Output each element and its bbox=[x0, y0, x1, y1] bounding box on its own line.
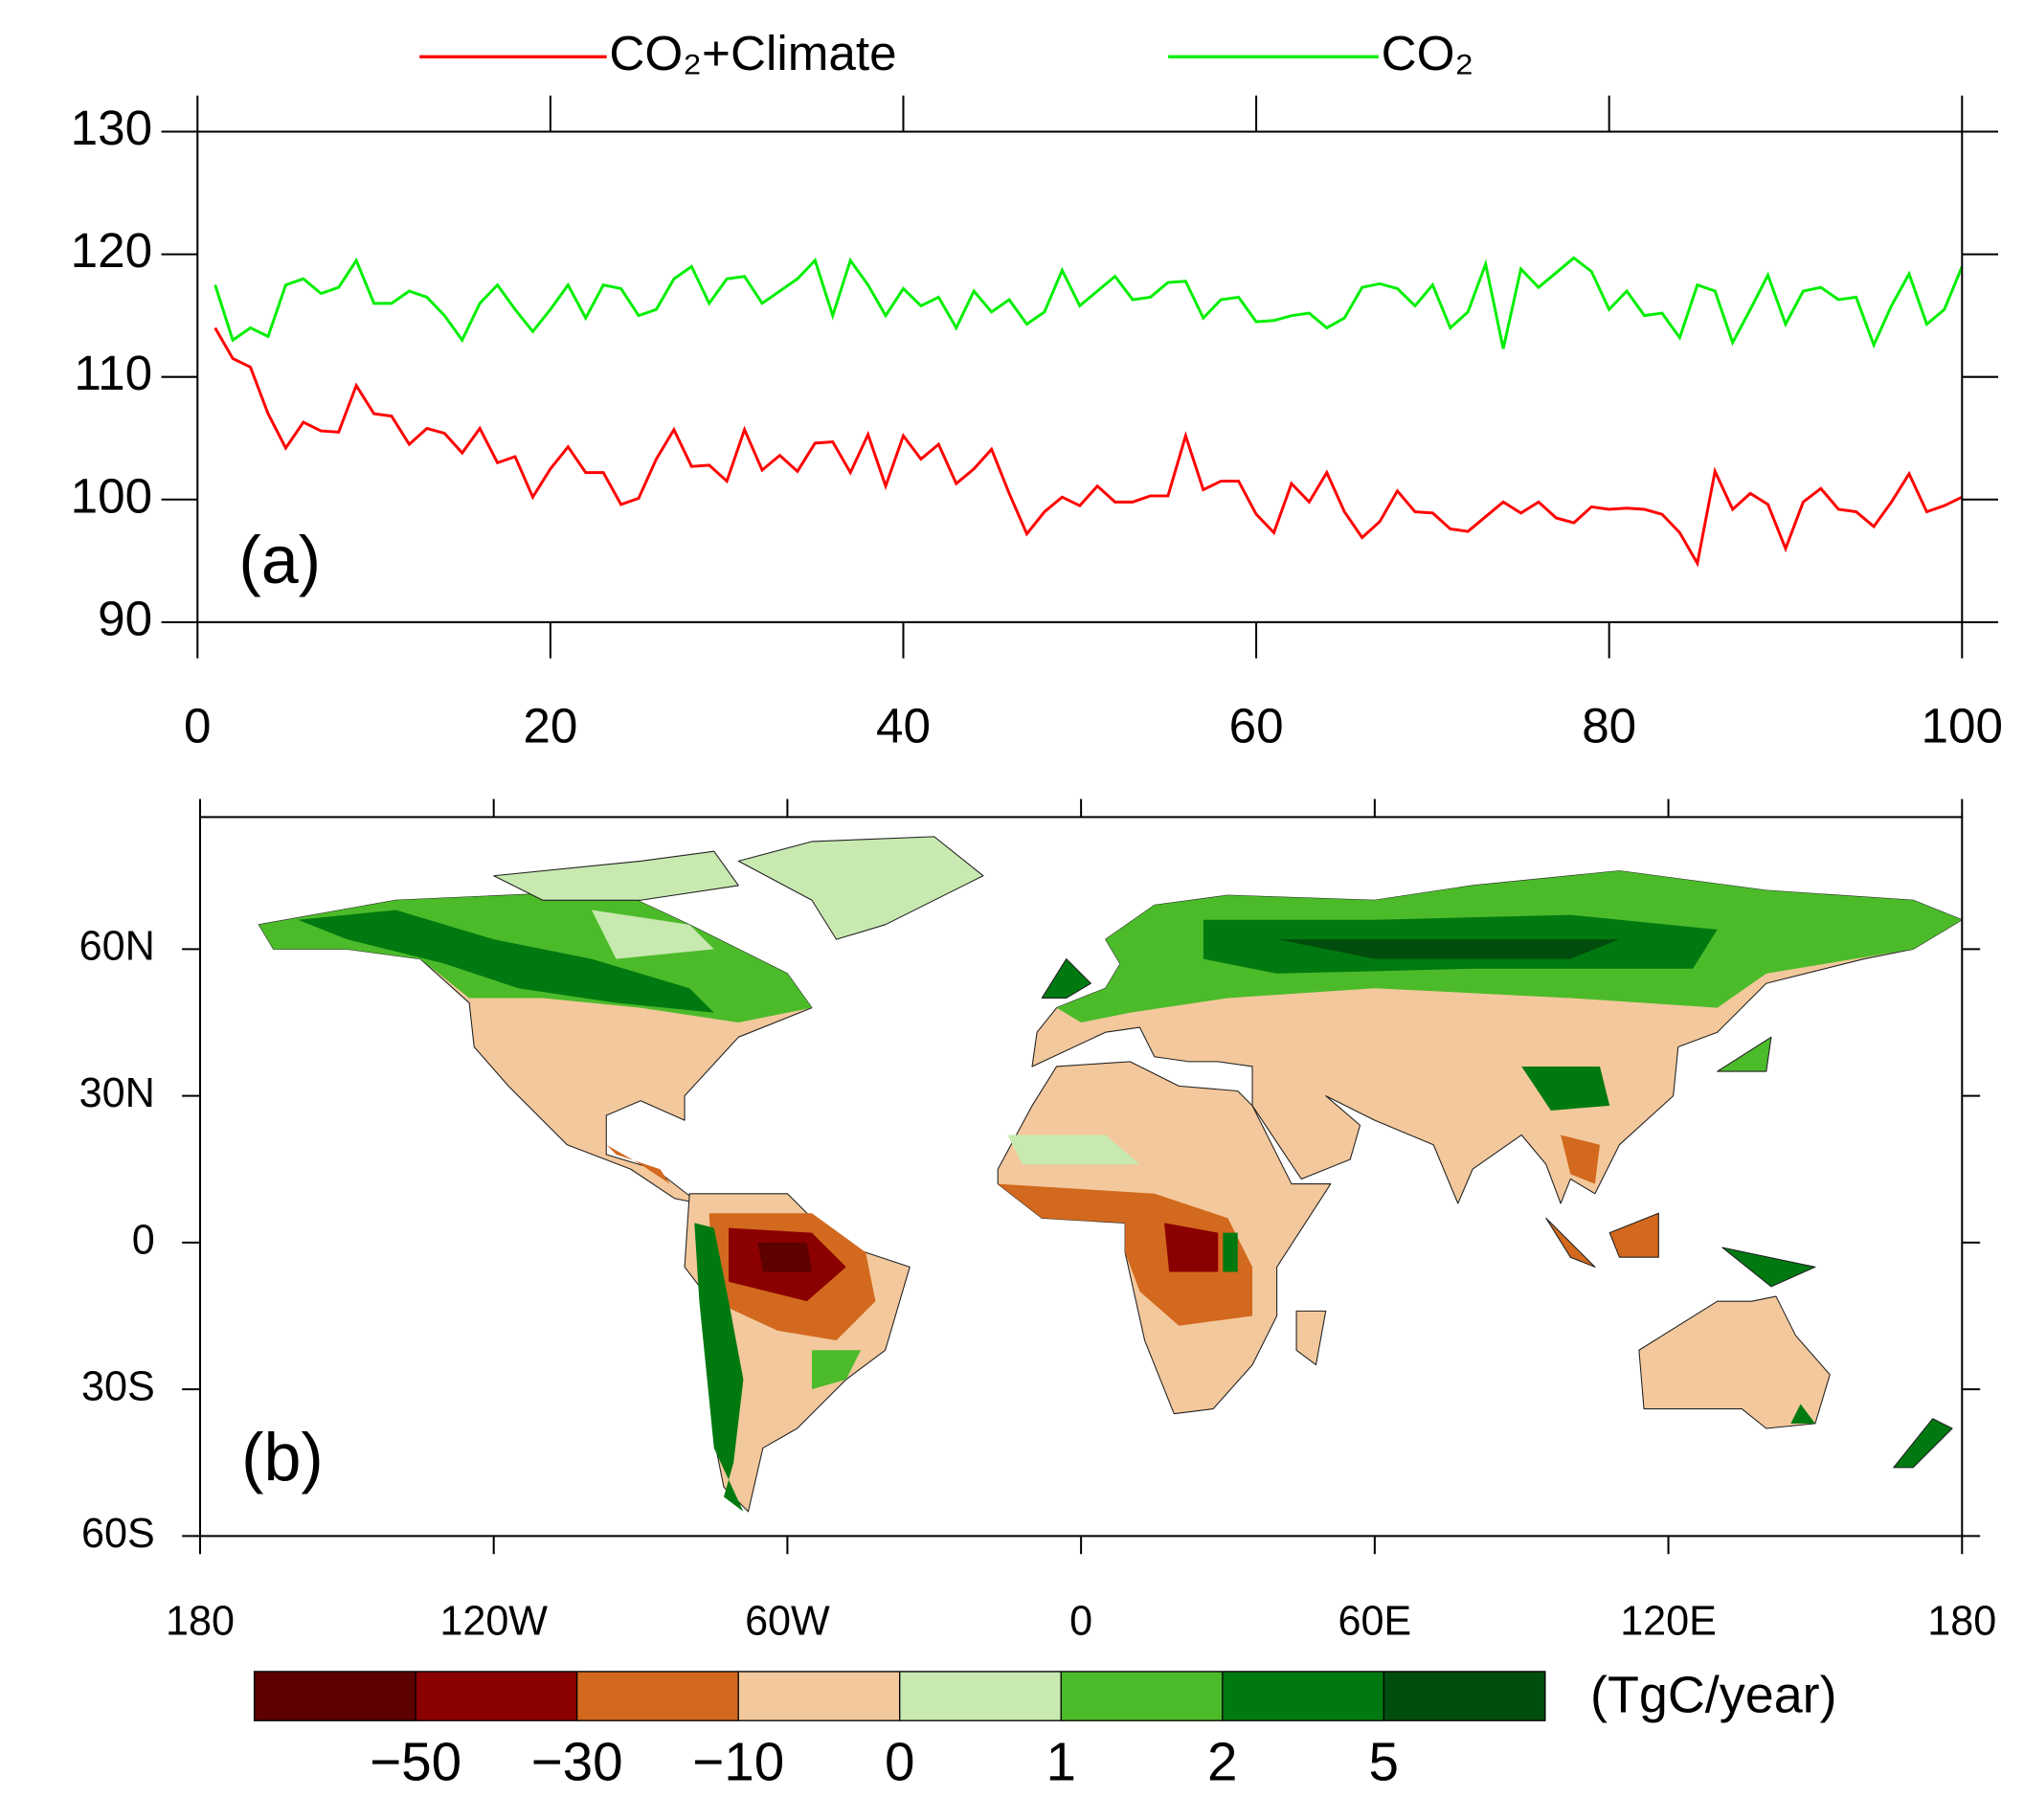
x-tick-label: 60W bbox=[745, 1598, 830, 1644]
x-tick-label: 180 bbox=[166, 1598, 235, 1644]
x-tick-label: 0 bbox=[184, 698, 211, 753]
land-region bbox=[694, 1223, 744, 1512]
land-region bbox=[757, 1242, 812, 1272]
land-region bbox=[1041, 958, 1091, 999]
land-region bbox=[737, 836, 984, 940]
land-region bbox=[1638, 1295, 1831, 1429]
x-tick-label: 60 bbox=[1229, 698, 1284, 753]
colorbar-box bbox=[576, 1671, 739, 1721]
x-tick-label: 20 bbox=[523, 698, 577, 753]
colorbar-label: 1 bbox=[1046, 1731, 1075, 1791]
x-tick-label: 180 bbox=[1927, 1598, 1996, 1644]
y-tick-label: 0 bbox=[132, 1217, 155, 1263]
x-tick-label: 100 bbox=[1922, 698, 2003, 753]
plot-frame bbox=[196, 130, 1964, 623]
y-tick-label: 90 bbox=[98, 591, 152, 645]
land-region bbox=[1790, 1404, 1815, 1424]
colorbar-box bbox=[1383, 1671, 1545, 1721]
colorbar-box bbox=[416, 1671, 577, 1721]
colorbar-box bbox=[1222, 1671, 1384, 1721]
y-tick-label: 60S bbox=[81, 1511, 155, 1557]
y-tick-label: 100 bbox=[71, 468, 152, 523]
panel-label: (b) bbox=[241, 1420, 324, 1494]
colorbar-label: −30 bbox=[531, 1731, 623, 1791]
colorbar-label: 2 bbox=[1207, 1731, 1237, 1791]
colorbar-label: −10 bbox=[692, 1731, 784, 1791]
colorbar-box bbox=[1061, 1671, 1223, 1721]
y-tick-label: 60N bbox=[79, 924, 155, 970]
land-region bbox=[1608, 1212, 1659, 1258]
map-land bbox=[258, 836, 1963, 1513]
land-region bbox=[1545, 1217, 1596, 1268]
colorbar-box bbox=[738, 1671, 900, 1721]
y-tick-label: 110 bbox=[74, 346, 152, 400]
data-line bbox=[214, 256, 1964, 349]
y-tick-label: 30N bbox=[79, 1070, 155, 1116]
colorbar-label: −50 bbox=[370, 1731, 461, 1791]
land-region bbox=[591, 910, 714, 959]
data-line bbox=[214, 326, 1963, 568]
y-tick-label: 120 bbox=[71, 223, 152, 278]
legend-label: CO₂+Climate bbox=[609, 26, 896, 80]
x-tick-label: 0 bbox=[1069, 1598, 1092, 1644]
land-region bbox=[1223, 1232, 1238, 1272]
x-tick-label: 60E bbox=[1338, 1598, 1411, 1644]
y-tick-label: 130 bbox=[71, 101, 152, 155]
colorbar-label: 5 bbox=[1369, 1731, 1399, 1791]
land-region bbox=[493, 850, 739, 901]
land-region bbox=[1007, 1135, 1140, 1165]
land-region bbox=[298, 910, 714, 1013]
land-region bbox=[1295, 1310, 1327, 1366]
colorbar-label: 0 bbox=[885, 1731, 914, 1791]
land-region bbox=[1561, 1135, 1600, 1184]
land-region bbox=[1721, 1247, 1816, 1288]
colorbar-title: (TgC/year) bbox=[1590, 1667, 1837, 1724]
x-tick-label: 120E bbox=[1620, 1598, 1717, 1644]
colorbar-box bbox=[899, 1671, 1062, 1721]
land-region bbox=[1717, 1036, 1772, 1072]
colorbar-box bbox=[254, 1671, 416, 1721]
legend-label: CO₂ bbox=[1382, 26, 1474, 80]
land-region bbox=[811, 1350, 862, 1390]
land-region bbox=[1893, 1418, 1953, 1469]
land-region bbox=[1164, 1223, 1219, 1272]
x-tick-label: 40 bbox=[876, 698, 931, 753]
panel-label: (a) bbox=[238, 523, 321, 597]
land-region bbox=[606, 1144, 670, 1184]
x-tick-label: 80 bbox=[1582, 698, 1636, 753]
x-tick-label: 120W bbox=[439, 1598, 548, 1644]
y-tick-label: 30S bbox=[81, 1364, 155, 1410]
land-region bbox=[1276, 939, 1620, 959]
land-region bbox=[998, 1183, 1253, 1326]
